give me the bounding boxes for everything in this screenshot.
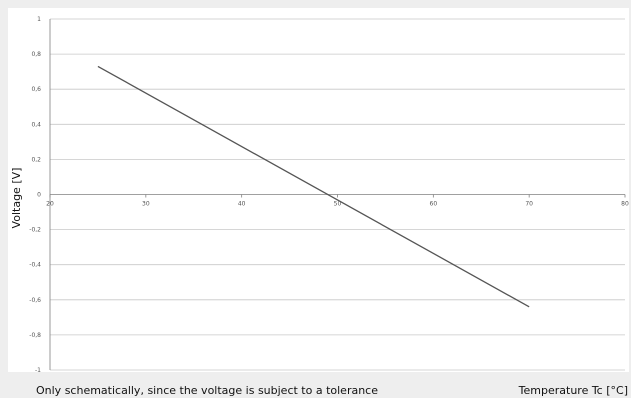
grid-lines bbox=[50, 18, 625, 371]
y-tick-label: 1 bbox=[37, 16, 41, 23]
y-tick-label: 0,6 bbox=[31, 86, 41, 93]
y-tick-label: 0,8 bbox=[31, 51, 41, 58]
x-tick-label: 40 bbox=[238, 201, 246, 208]
axes bbox=[49, 19, 626, 370]
y-tick-label: -0,6 bbox=[29, 297, 41, 304]
x-tick-label: 60 bbox=[430, 201, 438, 208]
y-tick-label: 0,2 bbox=[31, 156, 41, 163]
x-tick-label: 80 bbox=[621, 201, 629, 208]
y-tick-labels: 1 0,8 0,6 0,4 0,2 0 -0,2 -0,4 -0,6 -0,8 -1 bbox=[29, 16, 41, 374]
x-axis-label: Temperature Tc [°C] bbox=[518, 384, 628, 397]
y-tick-label: -0,4 bbox=[29, 262, 41, 269]
y-axis-label: Voltage [V] bbox=[10, 168, 23, 229]
y-tick-label: 0,4 bbox=[31, 121, 41, 128]
series-group bbox=[97, 65, 530, 308]
schematic-note: Only schematically, since the voltage is… bbox=[36, 384, 378, 397]
x-tick-label: 20 bbox=[46, 201, 54, 208]
x-tick-label: 50 bbox=[334, 201, 342, 208]
x-tick-label: 30 bbox=[142, 201, 150, 208]
y-tick-label: -1 bbox=[35, 367, 41, 374]
voltage-line bbox=[97, 65, 530, 308]
y-tick-label: -0,8 bbox=[29, 332, 41, 339]
y-tick-label: -0,2 bbox=[29, 227, 41, 234]
x-tick-label: 70 bbox=[525, 201, 533, 208]
y-tick-label: 0 bbox=[37, 192, 41, 199]
x-tick-labels: 20 30 40 50 60 70 80 bbox=[46, 201, 629, 208]
